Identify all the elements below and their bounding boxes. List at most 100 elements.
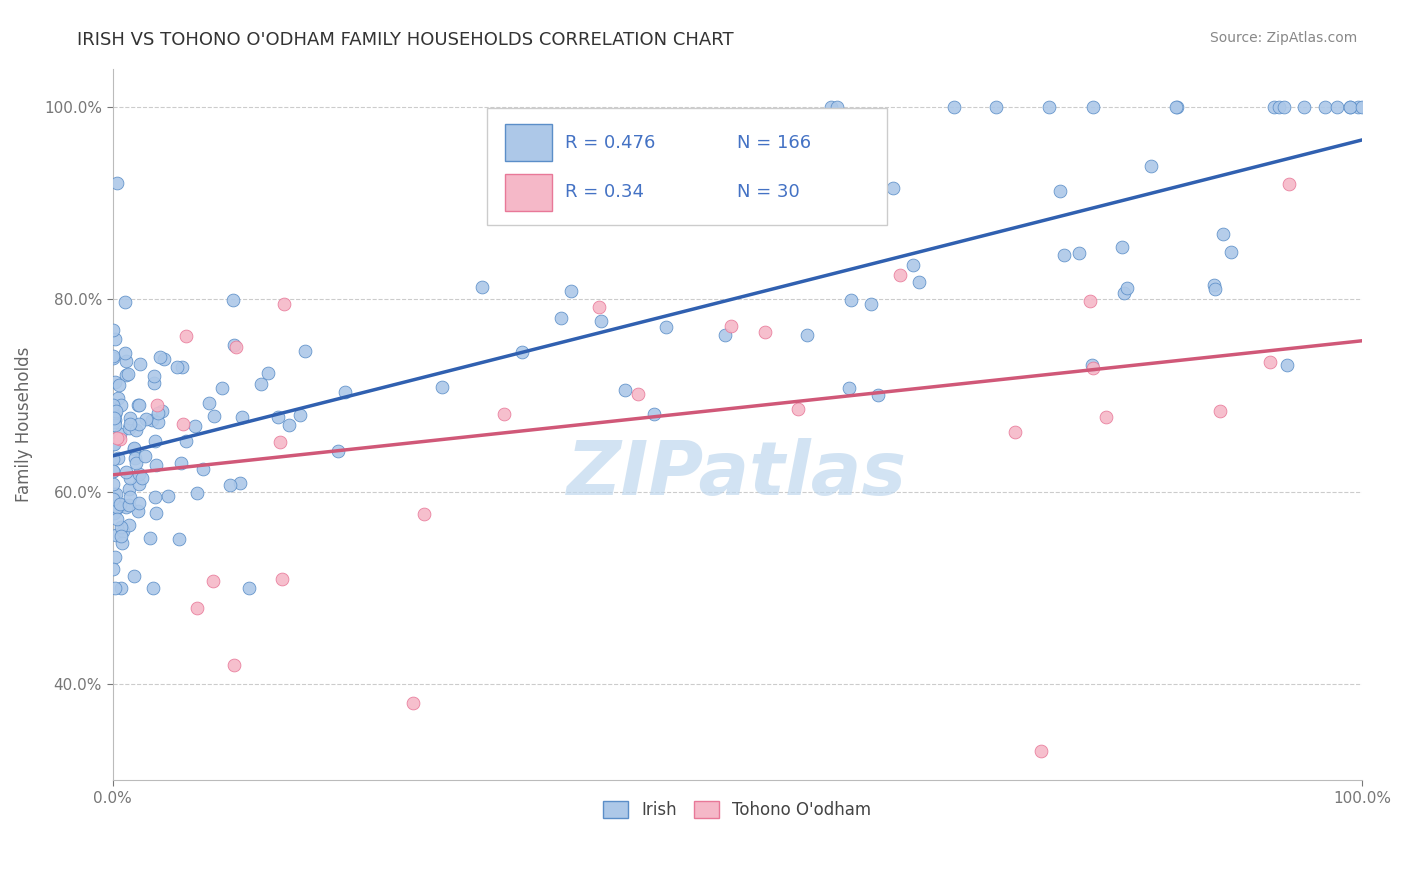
Point [614,383,637,397]
Point [115,353,138,368]
Point [1078,293,1101,308]
Point [1067,246,1090,260]
Point [655,319,678,334]
Point [550,311,572,326]
Point [128,417,150,431]
Point [838,381,860,395]
Point [1326,100,1348,114]
Point [294,343,316,358]
Point [229,475,252,490]
Point [1220,245,1243,260]
Point [122,441,145,455]
Point [145,458,167,472]
Point [984,100,1007,114]
Point [104,581,127,595]
FancyBboxPatch shape [505,124,553,161]
Point [231,409,253,424]
Point [1351,100,1374,114]
Point [156,489,179,503]
Point [184,419,207,434]
Point [114,345,136,359]
Point [860,297,883,311]
Point [104,376,127,390]
Point [1275,358,1298,372]
Point [174,434,197,448]
Point [202,409,225,424]
Point [222,338,245,352]
Point [1081,361,1104,376]
Point [238,581,260,595]
Point [104,549,127,564]
Point [249,376,271,391]
Point [1204,282,1226,296]
Point [112,524,135,539]
Text: R = 0.476: R = 0.476 [565,134,655,152]
Point [1294,100,1316,114]
Point [1081,358,1104,372]
Point [101,452,124,467]
Text: IRISH VS TOHONO O'ODHAM FAMILY HOUSEHOLDS CORRELATION CHART: IRISH VS TOHONO O'ODHAM FAMILY HOUSEHOLD… [77,31,734,49]
Point [1081,100,1104,114]
Point [146,398,169,412]
Point [120,490,142,504]
Point [104,407,127,421]
Point [1313,100,1336,114]
Point [118,482,141,496]
Point [146,406,169,420]
Point [560,285,582,299]
Point [101,323,124,337]
Point [101,492,124,507]
Point [211,381,233,395]
Point [202,574,225,588]
Point [1258,354,1281,368]
Point [413,507,436,521]
Point [105,431,128,445]
Point [122,568,145,582]
Text: Source: ZipAtlas.com: Source: ZipAtlas.com [1209,31,1357,45]
Point [908,276,931,290]
Point [125,423,148,437]
Y-axis label: Family Households: Family Households [15,347,32,502]
Point [218,477,240,491]
Point [827,100,849,114]
Point [101,407,124,421]
Point [131,471,153,485]
Point [110,398,132,412]
Point [609,204,631,219]
Point [108,497,131,511]
Point [714,328,737,343]
Point [588,300,610,314]
Legend: Irish, Tohono O'odham: Irish, Tohono O'odham [596,794,877,825]
Point [1053,248,1076,262]
Point [134,450,156,464]
Point [256,367,278,381]
Point [124,450,146,465]
Point [101,437,124,451]
Point [104,487,127,501]
Point [1339,100,1361,114]
FancyBboxPatch shape [488,108,887,225]
Point [103,487,125,501]
Point [796,327,818,342]
Point [101,477,124,491]
Point [820,100,842,114]
Point [720,319,742,334]
Text: N = 30: N = 30 [737,184,800,202]
Point [104,527,127,541]
Point [114,466,136,480]
Point [101,351,124,365]
Point [120,411,142,425]
Point [118,499,141,513]
Point [430,380,453,394]
Point [643,407,665,421]
Point [591,314,613,328]
Point [1115,281,1137,295]
Point [153,351,176,366]
Point [115,368,138,383]
Point [117,421,139,435]
Point [107,391,129,405]
Point [105,500,128,514]
Point [1095,410,1118,425]
Point [1164,100,1187,114]
Point [149,350,172,364]
